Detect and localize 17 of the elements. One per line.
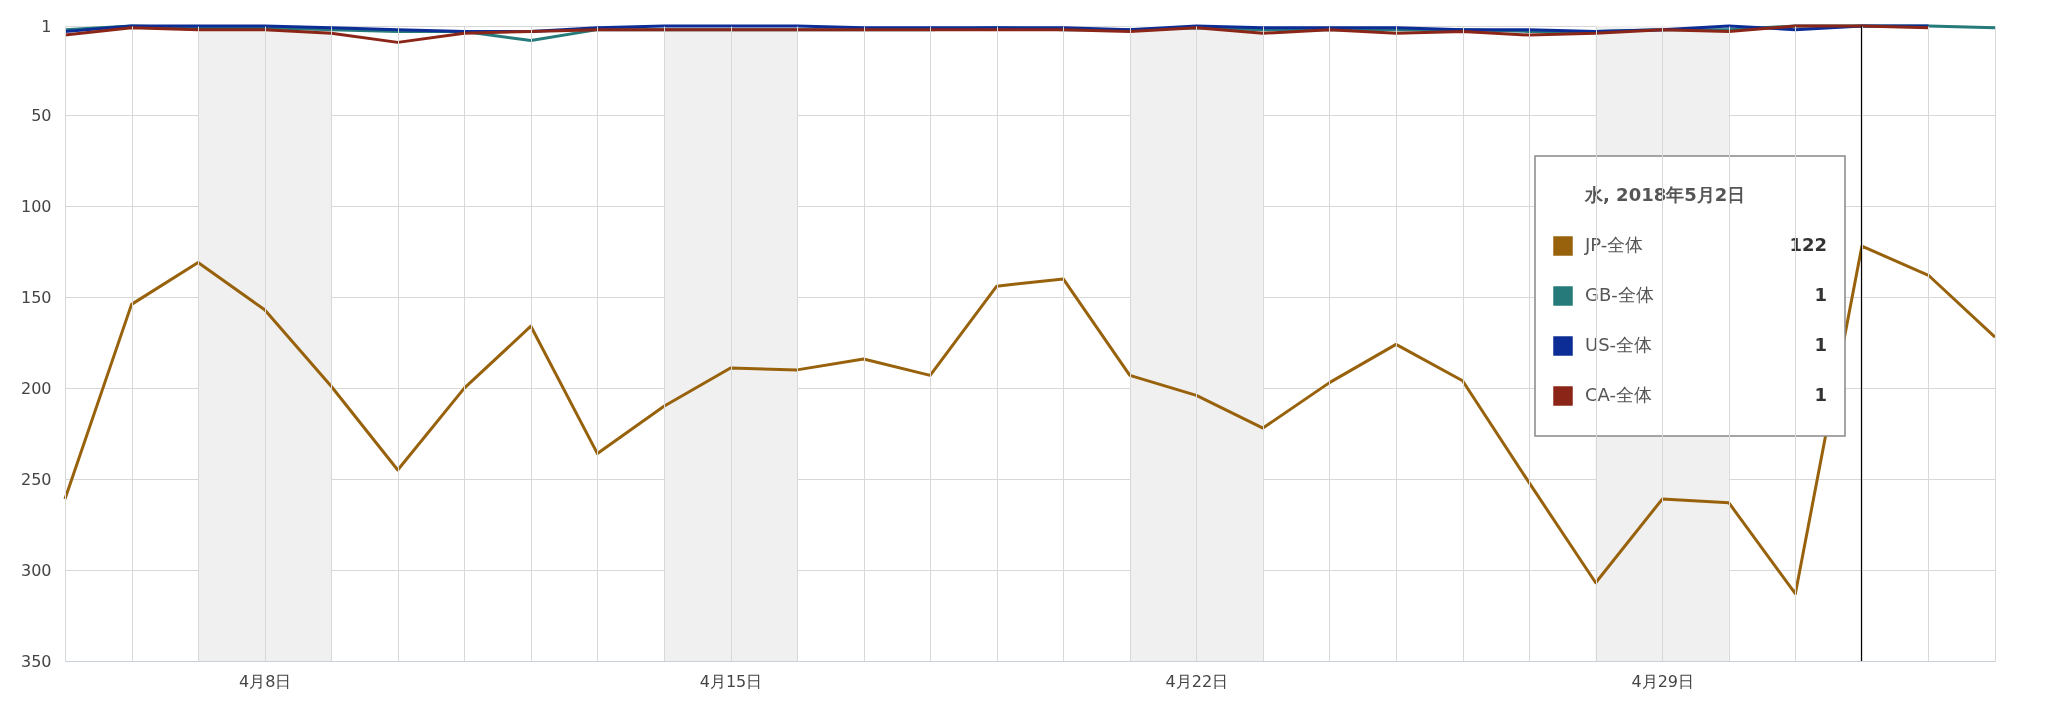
- y-tick-label: 300: [20, 560, 52, 580]
- x-tick-label: 4月15日: [699, 671, 763, 691]
- y-tick-label: 150: [20, 287, 52, 307]
- legend-label: JP-全体: [1584, 234, 1644, 255]
- x-tick-label: 4月29日: [1631, 671, 1695, 691]
- annotation: 1: [1814, 334, 1827, 355]
- y-tick-label: 350: [20, 651, 52, 671]
- x-tick-label: 4月8日: [238, 671, 292, 691]
- y-tick-label: 200: [20, 378, 52, 398]
- legend-label: CA-全体: [1585, 384, 1652, 405]
- annotation: 1: [1814, 284, 1827, 305]
- x-tick-label: 4月22日: [1165, 671, 1229, 691]
- y-tick-label: 250: [20, 469, 52, 489]
- annotation: 1: [1814, 384, 1827, 405]
- y-tick-label: 1: [41, 16, 52, 36]
- y-tick-label: 50: [31, 105, 52, 125]
- y-tick-label: 100: [20, 196, 52, 216]
